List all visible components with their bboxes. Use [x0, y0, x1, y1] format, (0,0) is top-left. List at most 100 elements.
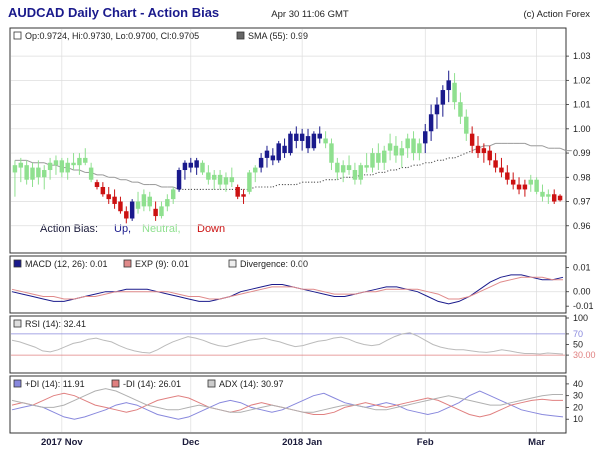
candle-body [323, 138, 328, 144]
candle-body [24, 165, 29, 180]
x-tick-label: Feb [417, 437, 434, 448]
candle-body [376, 153, 381, 163]
candle-body [135, 201, 141, 209]
candle-body [528, 179, 533, 185]
sma-segment [395, 167, 403, 171]
candle-body [47, 162, 53, 171]
divergence-legend: Divergence: 0.00 [240, 259, 308, 269]
price-y-tick-label: 0.97 [573, 197, 591, 207]
candle-body [340, 165, 346, 173]
action-bias-neutral: Neutral, [142, 223, 181, 235]
candle-body [352, 170, 358, 180]
candle-body [124, 211, 129, 219]
candle-body [12, 165, 18, 173]
x-tick-label: 2017 Nov [41, 437, 83, 448]
candle-body [194, 160, 199, 168]
dmi-panel [9, 375, 567, 434]
sma-segment [155, 184, 162, 188]
candle-body [147, 196, 152, 207]
chart-title: AUDCAD Daily Chart - Action Bias [8, 5, 219, 20]
candle-body [335, 162, 340, 173]
exp-legend: EXP (9): 0.01 [135, 259, 189, 269]
candle-body [100, 186, 106, 195]
price-y-tick-label: 1.02 [573, 75, 591, 85]
candle-body [118, 201, 123, 212]
sma-segment [384, 169, 391, 173]
sma-segment [137, 181, 145, 186]
candle-body [393, 145, 399, 156]
action-bias-up: Up, [114, 223, 131, 235]
exp-swatch [123, 259, 132, 268]
candle-body [176, 170, 182, 190]
sma-segment [102, 174, 109, 178]
candle-body [423, 131, 428, 144]
candle-body [481, 148, 487, 154]
action-bias-label: Action Bias: [40, 223, 98, 235]
candle-body [317, 133, 322, 139]
x-tick-label: Mar [528, 437, 545, 448]
candle-body [551, 194, 557, 202]
candle-body [235, 186, 240, 197]
ohlc-swatch [13, 31, 22, 40]
candle-body [516, 184, 522, 190]
divergence-swatch [228, 259, 237, 268]
dmi-y-tick-label: 30 [573, 391, 583, 401]
candle-body [264, 150, 270, 158]
x-tick-label: Dec [182, 437, 199, 448]
sma-segment [407, 164, 414, 169]
candle-body [170, 189, 176, 200]
dmi-series-line-0 [11, 390, 564, 420]
candle-body [411, 138, 416, 154]
macd-y-tick-label: 0.00 [573, 287, 591, 297]
candle-body [188, 162, 194, 168]
candle-body [288, 133, 293, 154]
candle-body [241, 194, 246, 197]
candle-body [30, 167, 35, 180]
price-y-tick-label: 1.03 [573, 51, 591, 61]
candle-body [270, 155, 276, 161]
sma-segment [442, 157, 449, 161]
dmi-y-tick-label: 20 [573, 402, 583, 412]
candle-body [510, 179, 516, 185]
sma-segment [79, 169, 86, 173]
macd-legend: MACD (12, 26): 0.01 [25, 259, 108, 269]
action-bias-down: Down [197, 223, 225, 235]
candle-body [106, 194, 111, 200]
chart-datetime: Apr 30 11:06 GMT [271, 9, 349, 20]
candle-body [387, 143, 393, 151]
candle-body [305, 136, 311, 149]
sma-segment [26, 159, 33, 164]
candle-body [346, 165, 352, 171]
candle-body [18, 162, 24, 168]
price-y-tick-label: 1.00 [573, 124, 591, 134]
candle-body [329, 143, 334, 163]
sma-segment [296, 181, 303, 186]
candle-body [88, 167, 94, 180]
dmi-y-tick-label: 10 [573, 414, 583, 424]
candle-body [534, 179, 539, 192]
candle-body [129, 201, 135, 219]
rsi-y-tick-label: 100 [573, 313, 588, 323]
sma-segment [466, 150, 473, 154]
sma-legend: SMA (55): 0.99 [248, 31, 308, 41]
candle-body [94, 182, 100, 187]
minus-di-legend: -DI (14): 26.01 [123, 379, 181, 389]
candle-body [65, 162, 70, 173]
candle-body [212, 174, 217, 180]
sma-segment [559, 147, 567, 152]
candle-body [475, 145, 481, 154]
candle-body [493, 160, 498, 168]
candle-body [540, 191, 545, 197]
candle-body [42, 170, 47, 178]
candle-body [36, 167, 41, 178]
candle-body [258, 157, 264, 168]
candle-body [141, 194, 147, 207]
adx-swatch [207, 379, 216, 388]
price-y-tick-label: 0.98 [573, 172, 591, 182]
candle-body [165, 199, 170, 207]
adx-legend: ADX (14): 30.97 [219, 379, 284, 389]
candle-body [428, 114, 434, 132]
candle-body [399, 148, 405, 156]
candle-body [223, 177, 229, 185]
